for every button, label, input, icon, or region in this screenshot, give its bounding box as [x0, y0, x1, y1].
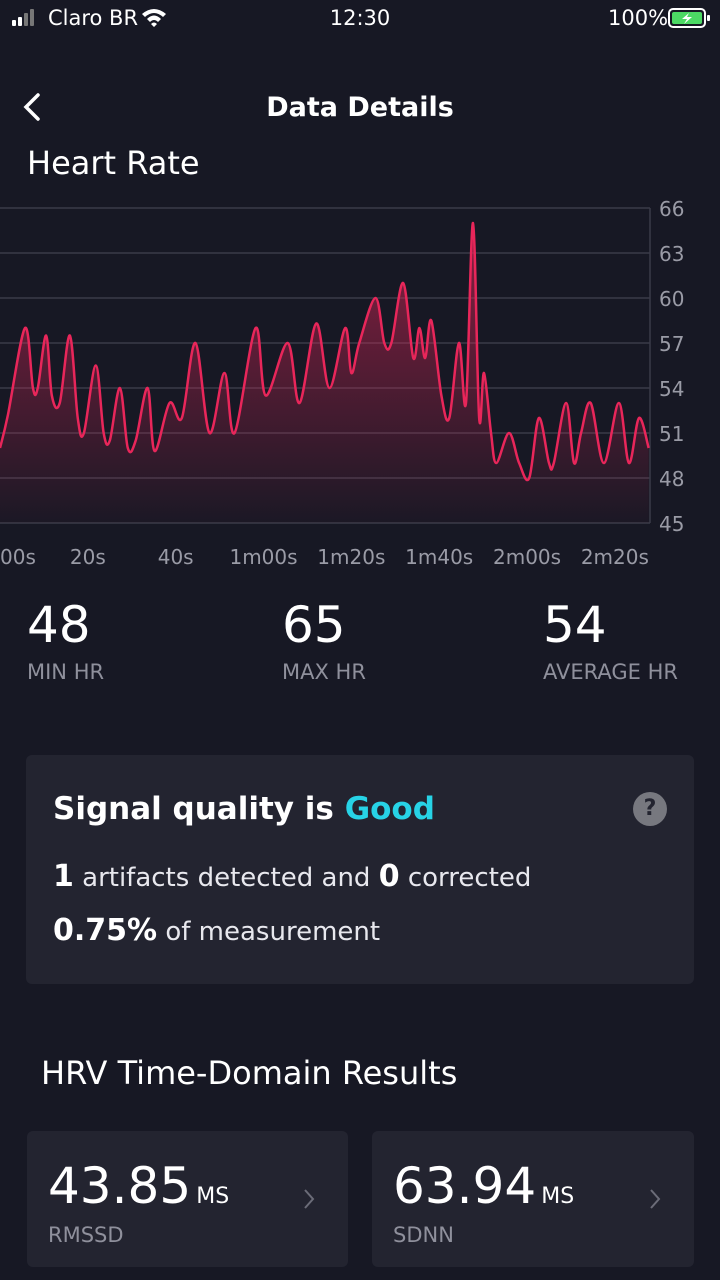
max-hr-value: 65: [282, 596, 346, 654]
y-tick-label: 48: [659, 467, 684, 491]
artifacts-text: artifacts detected and: [82, 863, 371, 893]
sdnn-label: SDNN: [393, 1223, 454, 1247]
corrected-count: 0: [378, 859, 400, 894]
corrected-text: corrected: [407, 863, 532, 893]
min-hr-label: MIN HR: [27, 660, 105, 684]
y-tick-label: 60: [659, 287, 684, 311]
percent-value: 0.75%: [53, 913, 158, 948]
artifacts-line: 1 artifacts detected and 0 corrected: [53, 859, 531, 894]
battery-icon: [668, 8, 710, 28]
hrv-title: HRV Time-Domain Results: [41, 1054, 458, 1092]
rmssd-unit: MS: [196, 1184, 230, 1209]
signal-icon: [12, 9, 34, 26]
sdnn-value-row: 63.94 MS: [393, 1157, 574, 1215]
signal-title: Signal quality is Good: [53, 791, 435, 827]
x-tick-label: 1m20s: [317, 545, 385, 569]
sdnn-unit: MS: [541, 1184, 575, 1209]
x-tick-label: 2m20s: [581, 545, 649, 569]
x-tick-label: 1m40s: [405, 545, 473, 569]
y-tick-label: 57: [659, 332, 684, 356]
wifi-icon: [142, 9, 166, 27]
sdnn-card[interactable]: 63.94 MS SDNN: [372, 1131, 694, 1267]
carrier: Claro BR: [48, 6, 139, 30]
page-title: Data Details: [266, 92, 454, 123]
back-button[interactable]: [20, 92, 44, 122]
percent-line: 0.75% of measurement: [53, 913, 380, 948]
rmssd-card[interactable]: 43.85 MS RMSSD: [27, 1131, 348, 1267]
chevron: [650, 1189, 661, 1209]
y-tick-label: 54: [659, 377, 684, 401]
rmssd-value: 43.85: [48, 1157, 192, 1215]
x-tick-label: 2m00s: [493, 545, 561, 569]
y-tick-label: 63: [659, 242, 684, 266]
help-button[interactable]: ?: [633, 792, 667, 826]
avg-hr-value: 54: [543, 596, 607, 654]
rmssd-label: RMSSD: [48, 1223, 124, 1247]
max-hr-label: MAX HR: [282, 660, 366, 684]
signal-card: Signal quality is Good ? 1 artifacts det…: [26, 755, 694, 984]
y-tick-label: 51: [659, 422, 684, 446]
y-tick-label: 66: [659, 197, 684, 221]
chevron: [304, 1189, 315, 1209]
signal-title-text: Signal quality is: [53, 791, 334, 827]
sdnn-value: 63.94: [393, 1157, 537, 1215]
heart-rate-line: [0, 221, 650, 482]
x-tick-label: 1m00s: [229, 545, 297, 569]
y-tick-label: 45: [659, 512, 684, 536]
percent-text: of measurement: [165, 917, 381, 947]
rmssd-value-row: 43.85 MS: [48, 1157, 229, 1215]
battery-text: 100%: [608, 6, 669, 30]
signal-quality: Good: [344, 791, 435, 827]
avg-hr-label: AVERAGE HR: [543, 660, 678, 684]
min-hr-value: 48: [27, 596, 91, 654]
x-tick-label: 20s: [70, 545, 106, 569]
chart-title: Heart Rate: [27, 144, 200, 182]
heart-rate-chart: 45 48 51 54 57 60 63 66 00s 20s 40s 1m00s 1m20s 1m40s…: [0, 197, 684, 569]
clock: 12:30: [329, 6, 391, 30]
x-tick-label: 00s: [0, 545, 36, 569]
x-tick-label: 40s: [158, 545, 194, 569]
artifacts-count: 1: [53, 859, 74, 894]
